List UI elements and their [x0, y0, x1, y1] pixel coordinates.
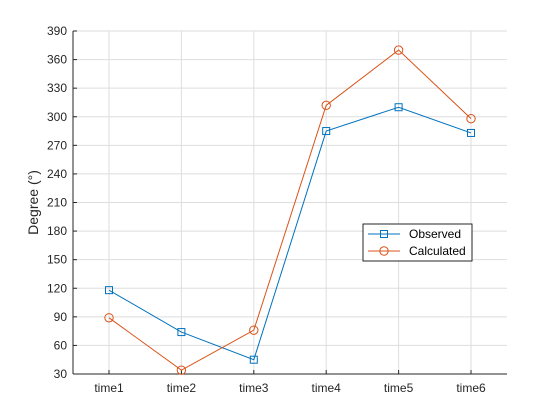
legend: Observed Calculated	[362, 223, 473, 262]
legend-circle-marker	[379, 246, 389, 256]
y-tick-label: 30	[54, 367, 68, 381]
x-tick-labels: time1 time2 time3 time4 time5 time6	[94, 381, 486, 395]
data-point	[322, 127, 331, 136]
y-tick-label: 360	[47, 53, 67, 67]
y-tick-label: 330	[47, 81, 67, 95]
series-observed	[105, 103, 475, 364]
y-tick-label: 60	[54, 338, 68, 352]
data-point	[104, 313, 114, 323]
y-tick-label: 120	[47, 281, 67, 295]
y-tick-label: 300	[47, 110, 67, 124]
data-point	[249, 355, 258, 364]
legend-label: Calculated	[409, 244, 466, 258]
y-tick-label: 270	[47, 138, 67, 152]
y-tick-labels: 30 60 90 120 150 180 210 240 270 300 330 360 390	[47, 24, 67, 381]
data-point	[177, 328, 186, 337]
data-point	[176, 365, 187, 375]
y-tick-label: 390	[47, 24, 67, 38]
legend-item: Observed	[368, 227, 461, 241]
y-tick-label: 240	[47, 167, 67, 181]
data-point	[393, 45, 404, 55]
y-tick-label: 90	[54, 310, 68, 324]
y-tick-label: 150	[47, 253, 67, 267]
x-tick-label: time5	[384, 381, 414, 395]
series-line	[108, 49, 472, 371]
data-point	[249, 325, 259, 335]
x-tick-label: time4	[312, 381, 342, 395]
grid-lines	[73, 30, 507, 375]
x-tick-label: time6	[456, 381, 486, 395]
x-tick-label: time1	[94, 381, 124, 395]
data-series	[104, 45, 476, 375]
legend-label: Observed	[409, 227, 461, 241]
series-calculated	[104, 45, 476, 375]
y-tick-label: 180	[47, 224, 67, 238]
series-line	[108, 106, 472, 361]
data-point	[467, 128, 475, 137]
data-point	[321, 100, 331, 111]
x-tick-label: time3	[239, 381, 269, 395]
data-point	[466, 113, 476, 124]
legend-square-marker	[380, 230, 388, 238]
legend-item: Calculated	[368, 244, 466, 258]
x-tick-label: time2	[167, 381, 197, 395]
y-tick-label: 210	[47, 196, 67, 210]
data-point	[105, 286, 113, 295]
y-axis-label: Degree (°)	[25, 170, 41, 235]
data-point	[394, 103, 403, 112]
